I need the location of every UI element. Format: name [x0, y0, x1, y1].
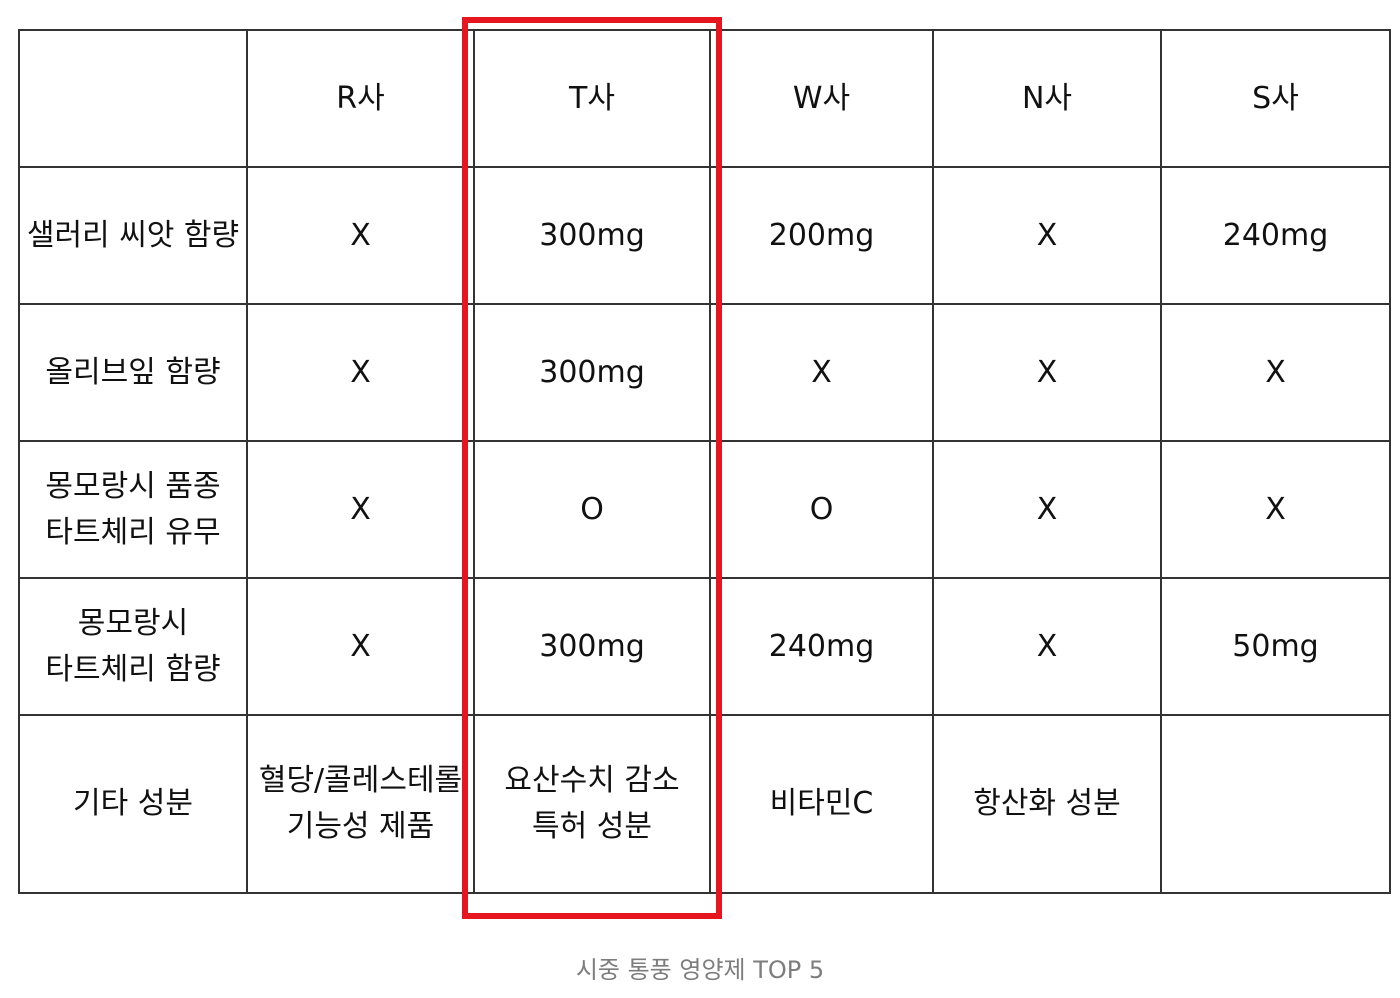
table-cell: 50mg: [1160, 577, 1391, 716]
row-label-cell: 몽모랑시 품종 타트체리 유무: [18, 440, 248, 579]
table-cell: X: [246, 577, 475, 716]
table-caption: 시중 통풍 영양제 TOP 5: [575, 956, 825, 984]
table-cell: 300mg: [473, 166, 711, 305]
table-cell: X: [932, 303, 1162, 442]
comparison-table-wrapper: R사 T사 W사 N사 S사 샐러리 씨앗 함량 X 300mg 200mg X…: [18, 29, 1391, 894]
table-cell: O: [709, 440, 934, 579]
header-cell-company-s: S사: [1160, 29, 1391, 168]
table-cell: [1160, 714, 1391, 894]
table-cell: 항산화 성분: [932, 714, 1162, 894]
table-cell: X: [1160, 303, 1391, 442]
header-cell-company-w: W사: [709, 29, 934, 168]
row-label-cell: 샐러리 씨앗 함량: [18, 166, 248, 305]
table-cell: 240mg: [709, 577, 934, 716]
row-label-cell: 올리브잎 함량: [18, 303, 248, 442]
table-cell: X: [246, 440, 475, 579]
table-cell: X: [932, 166, 1162, 305]
table-row-other-ingredients: 기타 성분 혈당/콜레스테롤 기능성 제품 요산수치 감소 특허 성분 비타민C…: [18, 714, 1391, 894]
table-cell: 300mg: [473, 303, 711, 442]
table-header-row: R사 T사 W사 N사 S사: [18, 29, 1391, 168]
table-cell: 300mg: [473, 577, 711, 716]
comparison-table: R사 T사 W사 N사 S사 샐러리 씨앗 함량 X 300mg 200mg X…: [18, 29, 1391, 894]
table-cell: X: [932, 440, 1162, 579]
table-cell: X: [932, 577, 1162, 716]
table-cell: X: [246, 166, 475, 305]
table-row-montmorency-variety: 몽모랑시 품종 타트체리 유무 X O O X X: [18, 440, 1391, 579]
header-cell-company-t: T사: [473, 29, 711, 168]
header-cell-company-r: R사: [246, 29, 475, 168]
row-label-cell: 몽모랑시 타트체리 함량: [18, 577, 248, 716]
table-row-montmorency-amount: 몽모랑시 타트체리 함량 X 300mg 240mg X 50mg: [18, 577, 1391, 716]
table-cell: O: [473, 440, 711, 579]
table-cell: X: [1160, 440, 1391, 579]
table-cell: 200mg: [709, 166, 934, 305]
row-label-cell: 기타 성분: [18, 714, 248, 894]
table-row-olive-leaf: 올리브잎 함량 X 300mg X X X: [18, 303, 1391, 442]
table-cell: X: [709, 303, 934, 442]
table-row-celery-seed: 샐러리 씨앗 함량 X 300mg 200mg X 240mg: [18, 166, 1391, 305]
header-cell-empty: [18, 29, 248, 168]
table-cell: 요산수치 감소 특허 성분: [473, 714, 711, 894]
table-cell: X: [246, 303, 475, 442]
table-cell: 비타민C: [709, 714, 934, 894]
header-cell-company-n: N사: [932, 29, 1162, 168]
table-cell: 혈당/콜레스테롤 기능성 제품: [246, 714, 475, 894]
table-cell: 240mg: [1160, 166, 1391, 305]
